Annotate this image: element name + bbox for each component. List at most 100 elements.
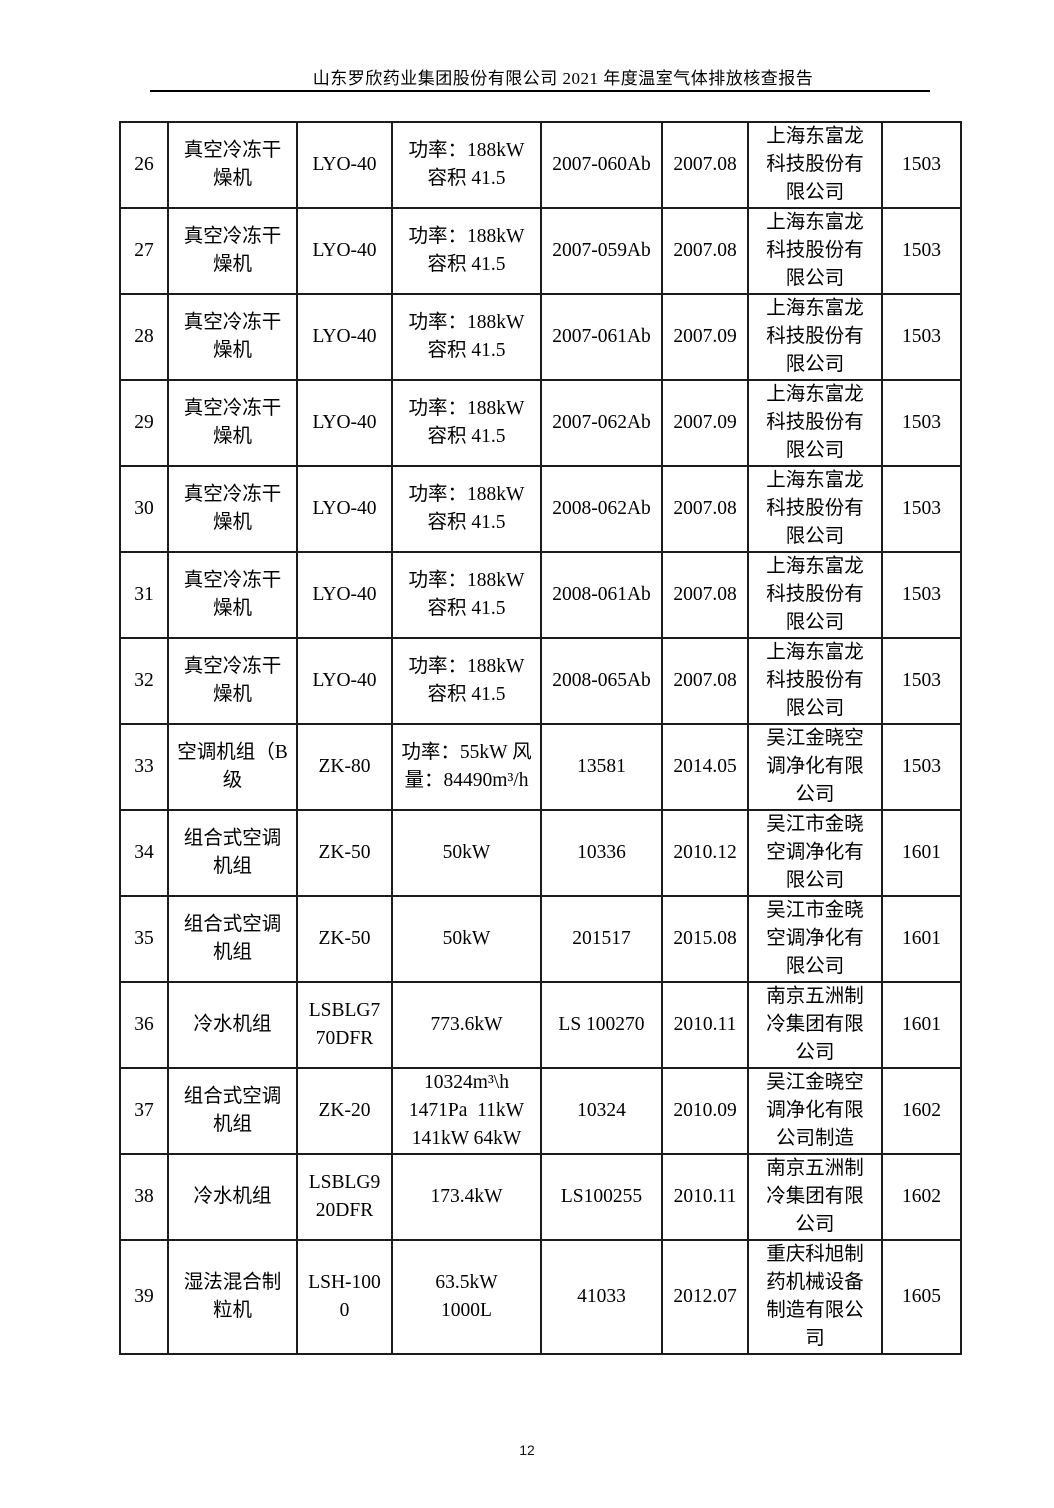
cell-serial-number: 2007-062Ab xyxy=(540,379,663,467)
cell-equipment-name: 真空冷冻干 燥机 xyxy=(167,551,298,639)
cell-production-date: 2007.09 xyxy=(661,293,749,381)
cell-specifications: 功率：188kW 容积 41.5 xyxy=(391,121,542,209)
cell-serial-number: 13581 xyxy=(540,723,663,811)
cell-manufacturer: 上海东富龙 科技股份有 限公司 xyxy=(747,207,883,295)
cell-model: LYO-40 xyxy=(296,551,393,639)
cell-equipment-name: 组合式空调 机组 xyxy=(167,1067,298,1155)
table-row: 39 湿法混合制 粒机 LSH-100 0 63.5kW 1000L 41033 2012… xyxy=(119,1239,962,1355)
cell-serial-number: 2008-061Ab xyxy=(540,551,663,639)
table-row: 36 冷水机组 LSBLG7 70DFR 773.6kW LS 100270 2010.1… xyxy=(119,981,962,1069)
cell-model: LSBLG7 70DFR xyxy=(296,981,393,1069)
cell-manufacturer: 上海东富龙 科技股份有 限公司 xyxy=(747,551,883,639)
cell-manufacturer: 南京五洲制 冷集团有限 公司 xyxy=(747,981,883,1069)
cell-specifications: 63.5kW 1000L xyxy=(391,1239,542,1355)
cell-equipment-name: 组合式空调 机组 xyxy=(167,809,298,897)
cell-manufacturer: 上海东富龙 科技股份有 限公司 xyxy=(747,637,883,725)
cell-production-date: 2014.05 xyxy=(661,723,749,811)
cell-model: LSBLG9 20DFR xyxy=(296,1153,393,1241)
cell-manufacturer: 吴江金晓空 调净化有限 公司制造 xyxy=(747,1067,883,1155)
header-rule xyxy=(150,90,930,92)
cell-row-number: 36 xyxy=(119,981,169,1069)
table-row: 38 冷水机组 LSBLG9 20DFR 173.4kW LS100255 2010.11… xyxy=(119,1153,962,1241)
cell-serial-number: 41033 xyxy=(540,1239,663,1355)
cell-row-number: 28 xyxy=(119,293,169,381)
cell-model: ZK-20 xyxy=(296,1067,393,1155)
cell-workshop-code: 1601 xyxy=(881,895,962,983)
cell-workshop-code: 1503 xyxy=(881,465,962,553)
cell-serial-number: 2008-065Ab xyxy=(540,637,663,725)
cell-model: LYO-40 xyxy=(296,207,393,295)
table-row: 26 真空冷冻干 燥机 LYO-40 功率：188kW 容积 41.5 2007-060… xyxy=(119,121,962,209)
table-row: 30 真空冷冻干 燥机 LYO-40 功率：188kW 容积 41.5 2008-062… xyxy=(119,465,962,553)
cell-serial-number: 2008-062Ab xyxy=(540,465,663,553)
cell-model: LYO-40 xyxy=(296,121,393,209)
table-row: 28 真空冷冻干 燥机 LYO-40 功率：188kW 容积 41.5 2007-061… xyxy=(119,293,962,381)
cell-equipment-name: 空调机组（B 级 xyxy=(167,723,298,811)
cell-manufacturer: 上海东富龙 科技股份有 限公司 xyxy=(747,121,883,209)
cell-model: LYO-40 xyxy=(296,379,393,467)
cell-equipment-name: 组合式空调 机组 xyxy=(167,895,298,983)
cell-production-date: 2007.08 xyxy=(661,121,749,209)
cell-workshop-code: 1602 xyxy=(881,1067,962,1155)
table-row: 31 真空冷冻干 燥机 LYO-40 功率：188kW 容积 41.5 2008-061… xyxy=(119,551,962,639)
cell-model: LSH-100 0 xyxy=(296,1239,393,1355)
cell-row-number: 34 xyxy=(119,809,169,897)
equipment-table: 26 真空冷冻干 燥机 LYO-40 功率：188kW 容积 41.5 2007-060… xyxy=(119,121,962,1355)
cell-specifications: 功率：188kW 容积 41.5 xyxy=(391,637,542,725)
table-row: 35 组合式空调 机组 ZK-50 50kW 201517 2015.08 吴江市金晓 空调… xyxy=(119,895,962,983)
cell-row-number: 38 xyxy=(119,1153,169,1241)
cell-specifications: 173.4kW xyxy=(391,1153,542,1241)
cell-specifications: 10324m³\h 1471Pa 11kW 141kW 64kW xyxy=(391,1067,542,1155)
table-row: 37 组合式空调 机组 ZK-20 10324m³\h 1471Pa 11kW 141… xyxy=(119,1067,962,1155)
cell-row-number: 26 xyxy=(119,121,169,209)
cell-row-number: 32 xyxy=(119,637,169,725)
cell-manufacturer: 吴江金晓空 调净化有限 公司 xyxy=(747,723,883,811)
cell-serial-number: LS 100270 xyxy=(540,981,663,1069)
table-row: 29 真空冷冻干 燥机 LYO-40 功率：188kW 容积 41.5 2007-062… xyxy=(119,379,962,467)
cell-workshop-code: 1602 xyxy=(881,1153,962,1241)
cell-model: ZK-80 xyxy=(296,723,393,811)
cell-model: LYO-40 xyxy=(296,637,393,725)
cell-specifications: 50kW xyxy=(391,895,542,983)
cell-production-date: 2007.09 xyxy=(661,379,749,467)
cell-specifications: 773.6kW xyxy=(391,981,542,1069)
cell-model: ZK-50 xyxy=(296,809,393,897)
page-footer: 12 xyxy=(0,1442,1054,1458)
cell-row-number: 29 xyxy=(119,379,169,467)
table-row: 33 空调机组（B 级 ZK-80 功率：55kW 风 量：84490m³/h 1358… xyxy=(119,723,962,811)
cell-workshop-code: 1503 xyxy=(881,293,962,381)
cell-production-date: 2007.08 xyxy=(661,465,749,553)
page-number: 12 xyxy=(519,1442,535,1458)
cell-workshop-code: 1503 xyxy=(881,551,962,639)
cell-workshop-code: 1503 xyxy=(881,379,962,467)
cell-workshop-code: 1503 xyxy=(881,121,962,209)
cell-specifications: 功率：188kW 容积 41.5 xyxy=(391,465,542,553)
cell-production-date: 2010.11 xyxy=(661,1153,749,1241)
cell-workshop-code: 1503 xyxy=(881,207,962,295)
cell-specifications: 功率：188kW 容积 41.5 xyxy=(391,379,542,467)
page-title: 山东罗欣药业集团股份有限公司 2021 年度温室气体排放核查报告 xyxy=(312,69,814,88)
cell-production-date: 2015.08 xyxy=(661,895,749,983)
cell-serial-number: 2007-060Ab xyxy=(540,121,663,209)
cell-equipment-name: 真空冷冻干 燥机 xyxy=(167,465,298,553)
table-row: 34 组合式空调 机组 ZK-50 50kW 10336 2010.12 吴江市金晓 空调净… xyxy=(119,809,962,897)
cell-workshop-code: 1601 xyxy=(881,809,962,897)
cell-production-date: 2010.11 xyxy=(661,981,749,1069)
cell-workshop-code: 1503 xyxy=(881,637,962,725)
table-row: 32 真空冷冻干 燥机 LYO-40 功率：188kW 容积 41.5 2008-065… xyxy=(119,637,962,725)
cell-manufacturer: 上海东富龙 科技股份有 限公司 xyxy=(747,379,883,467)
cell-manufacturer: 吴江市金晓 空调净化有 限公司 xyxy=(747,895,883,983)
cell-production-date: 2010.09 xyxy=(661,1067,749,1155)
cell-row-number: 35 xyxy=(119,895,169,983)
cell-manufacturer: 上海东富龙 科技股份有 限公司 xyxy=(747,293,883,381)
cell-workshop-code: 1503 xyxy=(881,723,962,811)
cell-row-number: 37 xyxy=(119,1067,169,1155)
cell-equipment-name: 湿法混合制 粒机 xyxy=(167,1239,298,1355)
cell-equipment-name: 真空冷冻干 燥机 xyxy=(167,207,298,295)
cell-row-number: 30 xyxy=(119,465,169,553)
cell-equipment-name: 冷水机组 xyxy=(167,981,298,1069)
cell-serial-number: 10336 xyxy=(540,809,663,897)
cell-row-number: 31 xyxy=(119,551,169,639)
cell-production-date: 2007.08 xyxy=(661,207,749,295)
